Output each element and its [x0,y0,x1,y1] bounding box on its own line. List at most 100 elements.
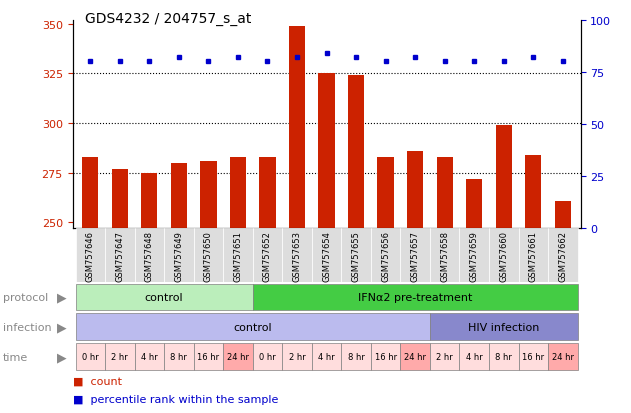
Bar [525,155,541,229]
Text: 2 hr: 2 hr [112,352,128,361]
Text: 4 hr: 4 hr [141,352,158,361]
Bar [371,344,401,370]
Bar [82,157,98,229]
Text: 8 hr: 8 hr [495,352,512,361]
Bar [430,344,459,370]
Text: 24 hr: 24 hr [551,352,574,361]
Text: IFNα2 pre-treatment: IFNα2 pre-treatment [358,292,473,302]
Bar [164,229,194,282]
Text: GSM757647: GSM757647 [115,230,124,281]
Text: control: control [144,292,184,302]
Bar [171,164,187,229]
Bar [519,229,548,282]
Bar [112,169,128,229]
Bar [200,161,216,229]
Text: 4 hr: 4 hr [318,352,335,361]
Bar [282,344,312,370]
Bar [134,229,164,282]
Bar [105,344,134,370]
Bar [548,344,577,370]
Bar [259,157,276,229]
Bar [134,344,164,370]
Text: 8 hr: 8 hr [170,352,187,361]
Bar [401,229,430,282]
Text: 2 hr: 2 hr [288,352,305,361]
Text: ■  count: ■ count [73,376,122,386]
Bar [348,76,364,229]
Text: GSM757650: GSM757650 [204,230,213,281]
Text: 2 hr: 2 hr [436,352,453,361]
Bar [489,229,519,282]
Bar [519,344,548,370]
Text: GSM757657: GSM757657 [411,230,420,281]
Text: GSM757658: GSM757658 [440,230,449,281]
Bar [548,229,577,282]
Bar [105,229,134,282]
Bar [555,201,571,229]
Bar [141,173,158,229]
Bar [459,344,489,370]
Bar [76,314,430,340]
Text: GSM757661: GSM757661 [529,230,538,281]
Text: GSM757654: GSM757654 [322,230,331,281]
Text: ▶: ▶ [57,320,66,334]
Text: ▶: ▶ [57,350,66,363]
Text: GSM757656: GSM757656 [381,230,390,281]
Bar [459,229,489,282]
Text: GSM757648: GSM757648 [145,230,154,281]
Bar [430,314,577,340]
Bar [194,229,223,282]
Text: GSM757659: GSM757659 [469,230,479,281]
Bar [407,152,423,229]
Bar [312,229,341,282]
Bar [223,229,252,282]
Text: 24 hr: 24 hr [227,352,249,361]
Text: HIV infection: HIV infection [468,322,540,332]
Text: control: control [233,322,272,332]
Text: protocol: protocol [3,292,49,302]
Text: GSM757646: GSM757646 [86,230,95,281]
Bar [164,344,194,370]
Bar [319,74,334,229]
Text: 4 hr: 4 hr [466,352,483,361]
Bar [252,229,282,282]
Bar [223,344,252,370]
Text: 0 hr: 0 hr [82,352,98,361]
Text: time: time [3,352,28,362]
Text: infection: infection [3,322,52,332]
Text: GSM757653: GSM757653 [293,230,302,281]
Bar [230,157,246,229]
Bar [252,344,282,370]
Bar [495,126,512,229]
Text: 24 hr: 24 hr [404,352,426,361]
Text: 16 hr: 16 hr [375,352,397,361]
Bar [289,26,305,229]
Bar [312,344,341,370]
Bar [466,179,482,229]
Text: 0 hr: 0 hr [259,352,276,361]
Bar [341,229,371,282]
Text: 16 hr: 16 hr [198,352,220,361]
Text: 8 hr: 8 hr [348,352,365,361]
Text: GSM757655: GSM757655 [351,230,360,281]
Text: 16 hr: 16 hr [522,352,545,361]
Text: GSM757652: GSM757652 [263,230,272,281]
Bar [371,229,401,282]
Bar [489,344,519,370]
Bar [76,284,252,311]
Text: GSM757649: GSM757649 [174,230,184,281]
Bar [194,344,223,370]
Bar [377,157,394,229]
Text: GSM757660: GSM757660 [499,230,508,281]
Text: GDS4232 / 204757_s_at: GDS4232 / 204757_s_at [85,12,252,26]
Bar [401,344,430,370]
Bar [76,229,105,282]
Text: GSM757662: GSM757662 [558,230,567,281]
Bar [76,344,105,370]
Bar [430,229,459,282]
Text: ▶: ▶ [57,291,66,304]
Bar [341,344,371,370]
Bar [437,157,453,229]
Bar [282,229,312,282]
Bar [252,284,577,311]
